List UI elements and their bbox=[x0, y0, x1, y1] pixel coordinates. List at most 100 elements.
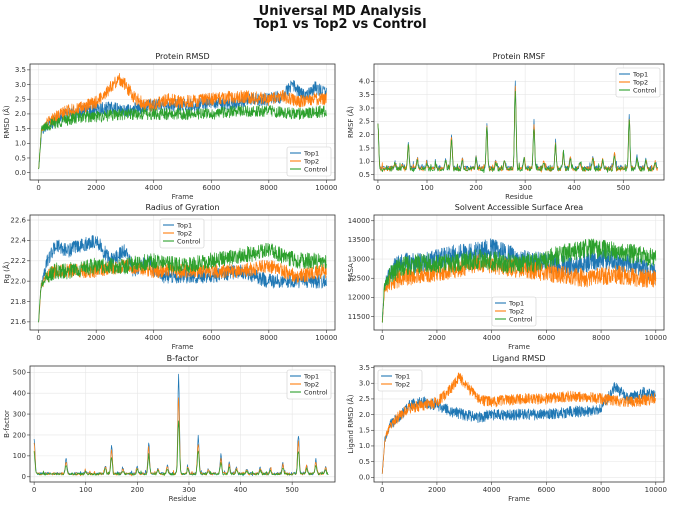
axes-frame bbox=[29, 214, 336, 331]
series-line-top2 bbox=[381, 372, 657, 474]
legend-label-top2: Top2 bbox=[394, 380, 410, 388]
y-tick-label: 400 bbox=[13, 389, 26, 397]
x-tick-label: 2000 bbox=[428, 486, 446, 494]
y-tick-label: 2.5 bbox=[359, 395, 370, 403]
x-tick-label: 10000 bbox=[315, 334, 337, 342]
x-axis-label: Residue bbox=[169, 495, 197, 503]
x-tick-label: 0 bbox=[32, 486, 36, 494]
x-tick-label: 100 bbox=[79, 486, 92, 494]
x-tick-label: 0 bbox=[376, 184, 380, 192]
legend-label-control: Control bbox=[304, 388, 328, 396]
y-axis-label: Ligand RMSD (Å) bbox=[346, 394, 355, 453]
figure-title-line2: Top1 vs Top2 vs Control bbox=[253, 17, 427, 32]
figure-title-line1: Universal MD Analysis bbox=[258, 4, 422, 19]
x-tick-label: 8000 bbox=[260, 334, 278, 342]
y-tick-label: 22.0 bbox=[10, 277, 26, 285]
y-tick-label: 1.0 bbox=[15, 140, 26, 148]
legend-label-control: Control bbox=[304, 165, 328, 173]
y-tick-label: 2.0 bbox=[15, 110, 26, 118]
x-tick-label: 2000 bbox=[87, 334, 105, 342]
axes-frame bbox=[29, 63, 336, 181]
y-tick-label: 3.5 bbox=[359, 91, 370, 99]
series-group bbox=[38, 73, 327, 170]
y-tick-label: 21.6 bbox=[10, 318, 26, 326]
panel-title: Ligand RMSD bbox=[492, 354, 545, 363]
legend-label-top1: Top1 bbox=[303, 149, 319, 157]
y-tick-label: 3.5 bbox=[359, 364, 370, 372]
series-group bbox=[33, 373, 329, 477]
legend-label-top2: Top2 bbox=[303, 380, 319, 388]
x-tick-label: 0 bbox=[36, 184, 40, 192]
x-tick-label: 400 bbox=[234, 486, 247, 494]
y-tick-label: 2.5 bbox=[15, 96, 26, 104]
legend-label-top2: Top2 bbox=[508, 307, 524, 315]
y-tick-label: 22.6 bbox=[10, 216, 26, 224]
x-axis-label: Frame bbox=[172, 343, 194, 351]
y-tick-label: 4.0 bbox=[359, 78, 370, 86]
panel-ligrmsd: 0 2000 4000 6000 8000 10000 0.0 0.5 1.0 1.5 2.0 2.5… bbox=[346, 354, 667, 503]
y-tick-label: 0 bbox=[22, 473, 26, 481]
y-axis-label: RMSF (Å) bbox=[346, 106, 355, 138]
legend-label-top1: Top1 bbox=[176, 221, 192, 229]
y-tick-label: 2.5 bbox=[359, 118, 370, 126]
series-line-control bbox=[38, 242, 327, 323]
x-tick-label: 2000 bbox=[428, 334, 446, 342]
panel-bfactor: 0 100 200 300 400 500 0 100 200 300 400 500 B-factor… bbox=[3, 354, 336, 503]
y-axis-label: B-factor bbox=[3, 410, 11, 438]
series-line-top2 bbox=[33, 397, 329, 477]
x-tick-label: 6000 bbox=[202, 334, 220, 342]
series-group bbox=[38, 234, 327, 323]
x-axis-label: Frame bbox=[508, 495, 530, 503]
x-tick-label: 200 bbox=[469, 184, 482, 192]
x-tick-label: 0 bbox=[380, 334, 384, 342]
series-line-control bbox=[377, 90, 658, 174]
y-tick-label: 3.0 bbox=[359, 380, 370, 388]
panel-title: B-factor bbox=[167, 354, 200, 363]
legend-label-top2: Top2 bbox=[632, 78, 648, 86]
y-tick-label: 0.0 bbox=[15, 169, 26, 177]
x-tick-label: 400 bbox=[568, 184, 581, 192]
y-tick-label: 14000 bbox=[348, 217, 370, 225]
y-tick-label: 200 bbox=[13, 431, 26, 439]
series-line-top1 bbox=[38, 234, 327, 323]
x-tick-label: 8000 bbox=[592, 486, 610, 494]
series-line-top2 bbox=[38, 73, 327, 170]
x-axis-label: Frame bbox=[172, 193, 194, 201]
legend-label-control: Control bbox=[633, 86, 657, 94]
y-tick-label: 0.0 bbox=[359, 474, 370, 482]
axes-frame bbox=[373, 63, 665, 181]
legend-label-top2: Top2 bbox=[303, 157, 319, 165]
x-tick-label: 10000 bbox=[645, 334, 667, 342]
y-tick-label: 1.5 bbox=[15, 125, 26, 133]
y-axis-label: SASA bbox=[347, 263, 355, 282]
y-tick-label: 3.0 bbox=[359, 104, 370, 112]
y-tick-label: 1.5 bbox=[359, 144, 370, 152]
axes-frame bbox=[373, 214, 665, 331]
y-tick-label: 0.5 bbox=[359, 458, 370, 466]
legend-label-top1: Top1 bbox=[508, 299, 524, 307]
panel-title: Protein RMSF bbox=[493, 52, 546, 61]
y-tick-label: 13000 bbox=[348, 255, 370, 263]
series-line-top1 bbox=[33, 373, 329, 477]
legend-label-control: Control bbox=[509, 315, 533, 323]
y-tick-label: 1.0 bbox=[359, 442, 370, 450]
x-tick-label: 6000 bbox=[202, 184, 220, 192]
y-tick-label: 1.5 bbox=[359, 427, 370, 435]
x-tick-label: 8000 bbox=[260, 184, 278, 192]
x-tick-label: 10000 bbox=[315, 184, 337, 192]
series-line-control bbox=[381, 238, 657, 323]
y-tick-label: 21.8 bbox=[10, 298, 26, 306]
y-axis-label: RMSD (Å) bbox=[2, 105, 11, 138]
y-tick-label: 12500 bbox=[348, 275, 370, 283]
y-tick-label: 100 bbox=[13, 452, 26, 460]
x-tick-label: 6000 bbox=[537, 334, 555, 342]
legend-label-top2: Top2 bbox=[176, 229, 192, 237]
axes-frame bbox=[373, 365, 665, 483]
y-tick-label: 1.0 bbox=[359, 158, 370, 166]
series-group bbox=[377, 80, 658, 174]
